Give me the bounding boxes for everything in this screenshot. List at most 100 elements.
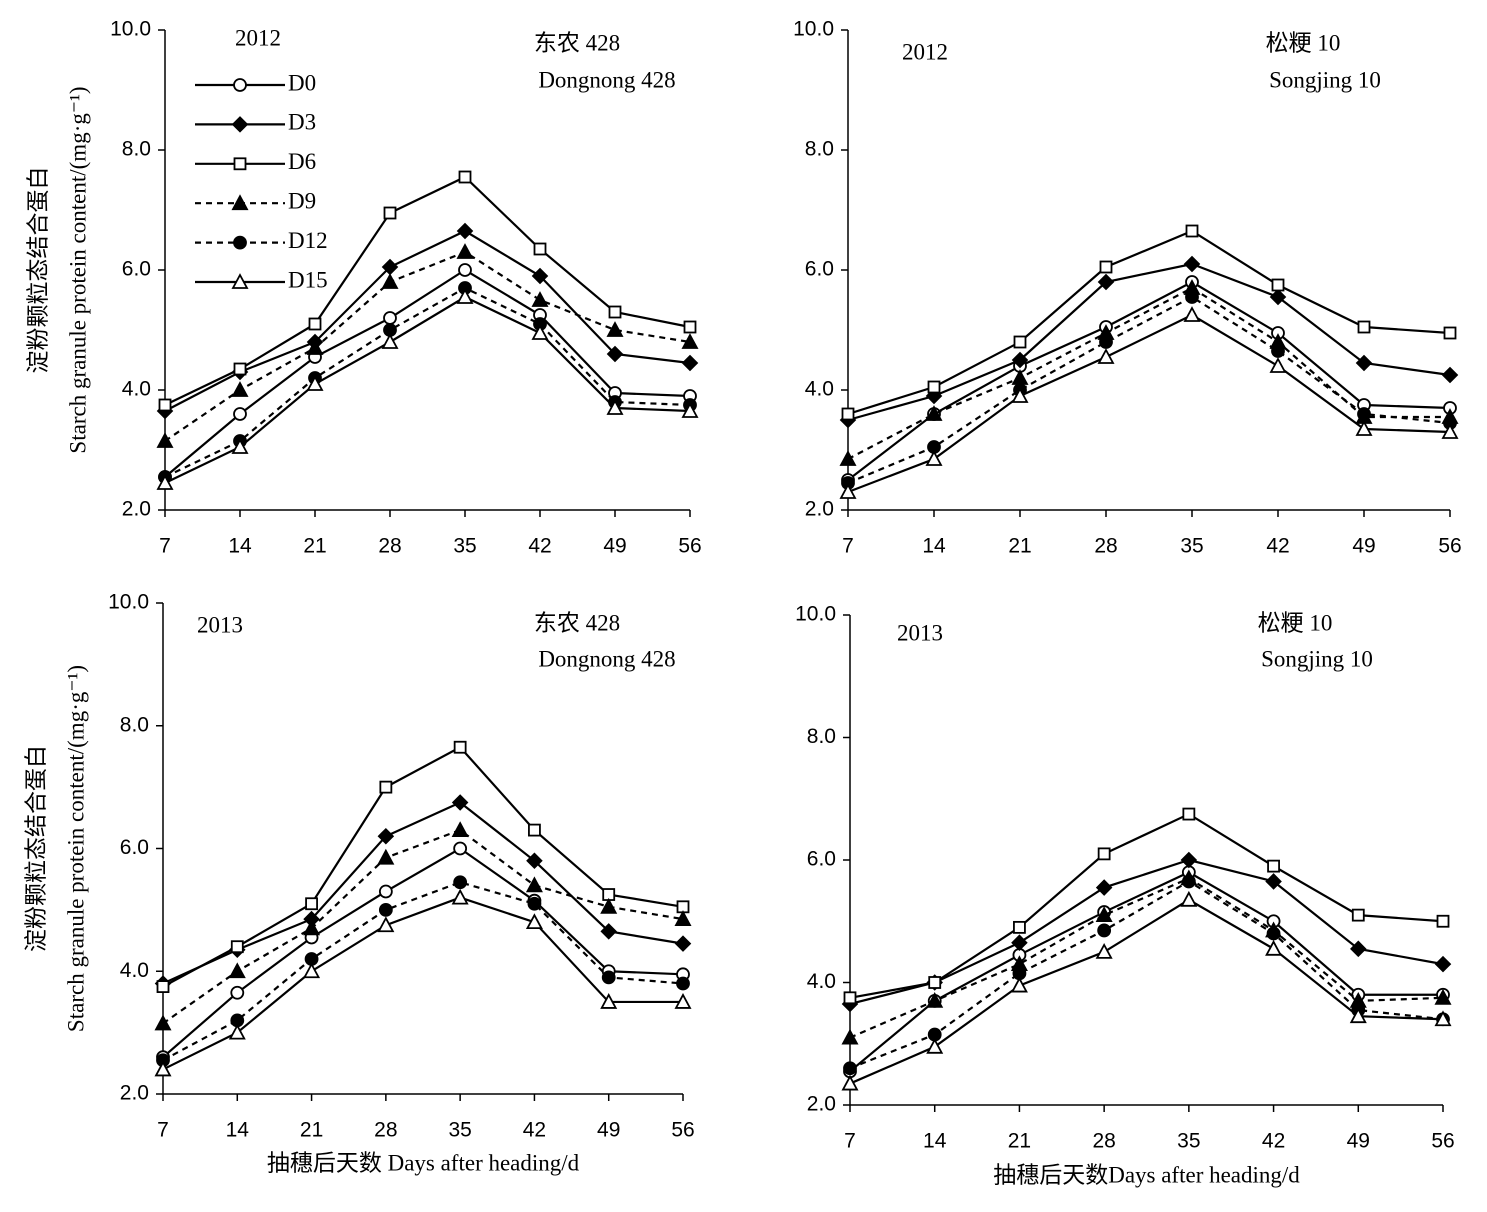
marker [456,288,474,304]
marker [527,896,542,911]
x-tick-label: 14 [226,1119,250,1142]
legend-marker [233,157,247,171]
marker [606,345,624,363]
marker [1011,351,1029,369]
marker [378,884,393,899]
marker [1355,420,1373,436]
y-tick-label: 6.0 [807,848,836,871]
marker [1180,890,1198,907]
legend-label: D6 [288,149,316,174]
marker [925,405,943,421]
annotation: 2012 [902,39,948,64]
marker [528,823,541,837]
marker [927,380,941,394]
y-axis-label: Starch granule protein content/(mg·g⁻¹) [65,86,90,453]
panel: 2.0 4.0 6.0 8.0 10.0 7 14 21 28 35 42 49 56 2013 松粳 10… [795,603,1455,1188]
marker [1185,224,1199,238]
series-line [162,881,684,1062]
x-tick-label: 7 [842,535,854,558]
marker [841,1074,859,1091]
x-tick-label: 42 [523,1119,546,1142]
marker [231,381,249,397]
x-tick-label: 14 [923,1130,947,1153]
legend-label: D12 [288,228,328,253]
marker [1095,879,1113,896]
marker [156,980,170,993]
series-line [849,812,1444,999]
legend-marker [231,273,249,289]
marker [158,398,172,412]
marker [303,962,321,979]
series-line [847,262,1451,422]
marker [674,935,692,952]
series-line [164,286,691,478]
marker [451,794,469,811]
marker [453,875,468,890]
series-line [847,280,1451,481]
x-tick-label: 56 [1438,535,1461,558]
y-tick-label: 8.0 [807,725,836,748]
y-tick-label: 2.0 [805,498,834,521]
marker [453,841,468,856]
marker [1011,387,1029,403]
marker [525,876,543,893]
marker [606,321,624,337]
marker [1436,914,1450,928]
marker [458,263,472,277]
annotation: 松粳 10 [1266,30,1341,55]
x-axis-label: 抽穗后天数Days after heading/d [993,1162,1300,1187]
marker [453,740,467,754]
marker [377,827,395,845]
marker [531,291,549,307]
series-line [164,229,691,412]
marker [1097,348,1115,364]
marker [1271,278,1285,292]
marker [1013,920,1026,934]
marker [1434,1010,1452,1027]
y-tick-label: 4.0 [122,378,151,401]
marker [928,976,942,989]
marker [154,1060,172,1077]
x-tick-label: 49 [597,1119,620,1142]
annotation: Songjing 10 [1261,646,1373,671]
x-tick-label: 14 [228,535,252,558]
series-line [164,295,691,484]
panel: 2.0 4.0 6.0 8.0 10.0 7 14 21 28 35 42 49 56 2012 松粳 10… [793,18,1462,558]
marker [674,993,692,1009]
x-tick-label: 28 [374,1119,397,1142]
marker [600,923,617,940]
y-axis-label: Starch granule protein content/(mg·g⁻¹) [63,665,88,1032]
series-line [162,896,683,1071]
marker [841,407,855,421]
x-tick-label: 56 [1431,1130,1454,1153]
x-tick-label: 56 [671,1119,694,1142]
marker [600,897,618,914]
x-tick-label: 14 [922,535,946,558]
marker [377,916,395,933]
marker [377,848,395,865]
marker [1350,940,1367,958]
annotation: Dongnong 428 [538,67,675,92]
y-tick-label: 8.0 [120,713,149,736]
marker [676,976,690,991]
marker [1441,366,1459,384]
x-tick-label: 21 [300,1119,323,1142]
x-tick-label: 28 [1094,535,1117,558]
marker [1271,344,1285,358]
marker [456,222,474,240]
marker [1357,407,1371,421]
marker [926,1037,944,1054]
marker [683,320,697,334]
y-tick-label: 6.0 [122,258,151,281]
marker [381,273,399,289]
marker [1355,354,1373,372]
marker [451,888,469,905]
series-line [162,745,684,988]
x-tick-label: 7 [157,1119,169,1142]
marker [230,940,244,954]
y-tick-label: 6.0 [120,836,149,859]
marker [1097,847,1111,861]
legend-marker [233,78,247,92]
x-tick-label: 21 [303,535,326,558]
